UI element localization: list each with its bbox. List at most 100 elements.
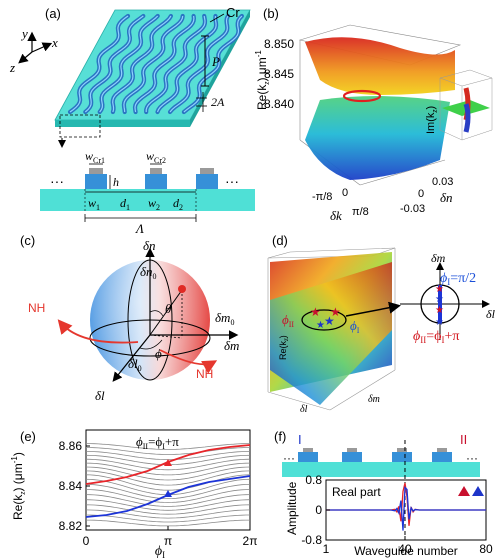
gray-band: [85, 494, 251, 507]
gray-band: [86, 443, 250, 450]
b-xtick-2: π/8: [352, 206, 369, 218]
zoom-arrow: [345, 301, 401, 317]
gray-band: [85, 489, 251, 503]
gray-band: [85, 451, 251, 461]
d-phi-ii: ϕII: [282, 312, 294, 329]
xsec-wg1: [85, 174, 107, 189]
w-cr2-label: wCr2: [146, 149, 166, 165]
period-label: P: [211, 54, 220, 69]
e-ytick-label: 8.84: [59, 479, 83, 493]
wavy-waveguide-highlight: [99, 15, 159, 113]
c-dm: δm: [224, 338, 239, 353]
svg-text:★: ★: [435, 317, 444, 328]
f-legend: Real part: [332, 485, 381, 499]
d-star-red: ★: [310, 305, 321, 319]
f-xtick-label: 40: [398, 542, 412, 556]
eq-phi-i: ϕI=π/2: [440, 271, 476, 287]
w-cr1-label: wCr1: [85, 149, 105, 165]
f-ticks: 0.8 0 -0.81 40 80: [301, 473, 493, 556]
upper-cone: [305, 37, 455, 95]
wavy-waveguides: [67, 13, 244, 115]
xsec-cr2: [150, 168, 162, 174]
d-star-blue: ★: [324, 314, 335, 328]
axis-y-label: y: [20, 26, 28, 41]
f-legend-blue-triangle: [472, 486, 484, 496]
b-xtick-0: -π/8: [312, 191, 332, 203]
callout-box: [59, 114, 101, 138]
b-zlabel: Re(kz) μm-1: [254, 50, 271, 110]
c-dn: δn: [143, 238, 156, 253]
panel-f: (f) I II ··· ··· 0.8 0 -0.81 40 80 Real part…: [274, 429, 493, 558]
wavy-waveguide-highlight: [183, 15, 243, 113]
b-ztick-0: 8.850: [264, 37, 294, 51]
wavy-waveguide-highlight: [84, 15, 144, 113]
wavy-waveguide-highlight: [134, 15, 195, 113]
f-ytick-label: 0: [315, 503, 322, 517]
wavy-waveguide-highlight: [69, 15, 129, 113]
region-ii-label: II: [460, 432, 467, 447]
b-ztick-2: 8.840: [264, 97, 294, 111]
axes-glyph: y x z: [9, 26, 58, 75]
b-xtick-1: 0: [342, 187, 348, 199]
cr-label: Cr: [226, 5, 240, 20]
svg-text:★: ★: [435, 305, 444, 316]
circle-dm-label: δm: [431, 251, 446, 265]
c-dm0: δm0: [215, 310, 234, 327]
gray-band: [86, 514, 250, 523]
dl-axis: [112, 334, 151, 382]
panel-a: (a) y x z Cr P 2A: [9, 5, 255, 236]
c-theta: θ: [165, 301, 172, 316]
f-ytick-label: -0.8: [301, 533, 322, 547]
xsec-dots-right: ···: [225, 173, 239, 189]
e-series: [85, 444, 251, 518]
e-marker-triangle: [164, 459, 173, 466]
f-series: [326, 482, 486, 531]
panel-d: (d) ★ ★ ★ ★ ϕII ϕI Re(kz) δl δm ★ ★ ★ ★ …: [267, 233, 496, 415]
nh-label-right: NH: [196, 367, 213, 381]
lambda-label: Λ: [134, 221, 144, 236]
d-ylabel: δm: [368, 394, 380, 405]
state-vector: [149, 289, 183, 336]
svg-text:★: ★: [435, 284, 444, 295]
wavy-waveguide-highlight: [145, 15, 206, 112]
panel-e: (e) 8.86 8.84 8.820 π 2π ϕII=ϕI+π Re(kz) (μm…: [10, 429, 257, 558]
xsec-cr1: [89, 168, 103, 174]
e-gray-bands: [85, 443, 251, 527]
panel-c-label: (c): [20, 233, 35, 248]
panel-a-label: (a): [45, 6, 61, 21]
e-xtick-label: π: [164, 534, 172, 548]
panel-d-label: (d): [272, 233, 288, 248]
svg-text:★: ★: [330, 305, 341, 319]
circle-dl-label: δl: [486, 307, 496, 321]
xsec-substrate: [40, 189, 255, 211]
wavy-waveguide-highlight: [156, 15, 217, 113]
f-substrate: [282, 462, 480, 477]
gray-band: [86, 447, 250, 455]
panel-e-label: (e): [20, 429, 36, 444]
xsec-dots-left: ···: [50, 173, 64, 189]
f-series-line: [326, 486, 486, 531]
f-legend-red-triangle: [458, 486, 470, 496]
slab-front: [55, 120, 190, 127]
d-xlabel: δl: [300, 404, 308, 415]
region-i-label: I: [298, 432, 302, 447]
xsec-wg2: [145, 174, 167, 189]
c-dn0: δn0: [140, 264, 157, 281]
b-ylabel: δn: [440, 190, 453, 205]
c-dl: δl: [95, 388, 105, 403]
f-xlabel: Waveguide number: [354, 544, 458, 558]
d-loop: [301, 309, 347, 331]
z-axis-arrow: [18, 51, 33, 64]
f-xtick-label: 80: [479, 542, 493, 556]
panel-b-label: (b): [263, 6, 279, 21]
amplitude-label: 2A: [211, 95, 225, 109]
lower-cone: [305, 96, 450, 180]
b-ytick-0: 0.03: [432, 176, 453, 188]
svg-text:★: ★: [435, 294, 444, 305]
nh-arrow-right: [159, 349, 218, 374]
gray-band: [85, 499, 251, 511]
d-phi-i: ϕI: [350, 318, 360, 335]
b-ytick-1: 0: [418, 188, 424, 200]
cr-pointer: [209, 13, 225, 23]
